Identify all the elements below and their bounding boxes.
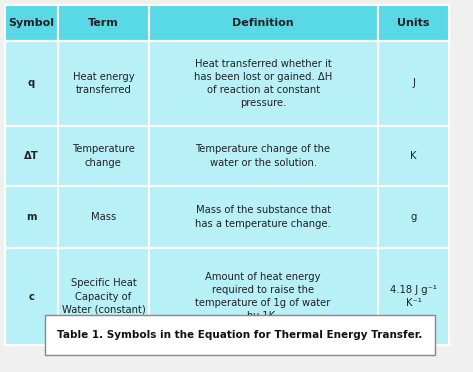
Bar	[149, 5, 378, 41]
Bar	[378, 186, 449, 248]
Bar	[378, 126, 449, 186]
Text: ΔT: ΔT	[24, 151, 39, 161]
Text: Specific Heat
Capacity of
Water (constant): Specific Heat Capacity of Water (constan…	[61, 278, 145, 315]
Text: J: J	[412, 78, 415, 89]
Bar	[58, 186, 149, 248]
Bar	[149, 248, 378, 345]
Bar	[58, 5, 149, 41]
Bar	[5, 41, 58, 126]
Bar	[5, 186, 58, 248]
Text: Temperature change of the
water or the solution.: Temperature change of the water or the s…	[195, 144, 331, 168]
Bar	[58, 41, 149, 126]
Bar	[5, 5, 58, 41]
Text: 4.18 J g⁻¹
K⁻¹: 4.18 J g⁻¹ K⁻¹	[390, 285, 437, 308]
Text: Amount of heat energy
required to raise the
temperature of 1g of water
by 1K.: Amount of heat energy required to raise …	[195, 272, 331, 321]
Bar	[149, 126, 378, 186]
Text: K: K	[411, 151, 417, 161]
Text: Definition: Definition	[232, 18, 294, 28]
Text: c: c	[29, 292, 35, 301]
Bar	[58, 248, 149, 345]
Text: Mass of the substance that
has a temperature change.: Mass of the substance that has a tempera…	[195, 205, 331, 229]
Text: Term: Term	[88, 18, 119, 28]
Text: Symbol: Symbol	[9, 18, 54, 28]
Bar	[149, 186, 378, 248]
Text: g: g	[411, 212, 417, 222]
Bar	[5, 248, 58, 345]
Text: Mass: Mass	[91, 212, 116, 222]
Bar	[58, 126, 149, 186]
Text: Table 1. Symbols in the Equation for Thermal Energy Transfer.: Table 1. Symbols in the Equation for The…	[57, 330, 423, 340]
Bar	[378, 5, 449, 41]
Bar	[5, 126, 58, 186]
Bar	[45, 315, 435, 355]
Text: Heat transferred whether it
has been lost or gained. ΔH
of reaction at constant
: Heat transferred whether it has been los…	[194, 59, 332, 108]
Text: Heat energy
transferred: Heat energy transferred	[72, 72, 134, 95]
Bar	[378, 248, 449, 345]
Text: Units: Units	[397, 18, 430, 28]
Bar	[149, 41, 378, 126]
Text: q: q	[28, 78, 35, 89]
Text: Temperature
change: Temperature change	[72, 144, 135, 168]
Text: m: m	[26, 212, 37, 222]
Bar	[378, 41, 449, 126]
